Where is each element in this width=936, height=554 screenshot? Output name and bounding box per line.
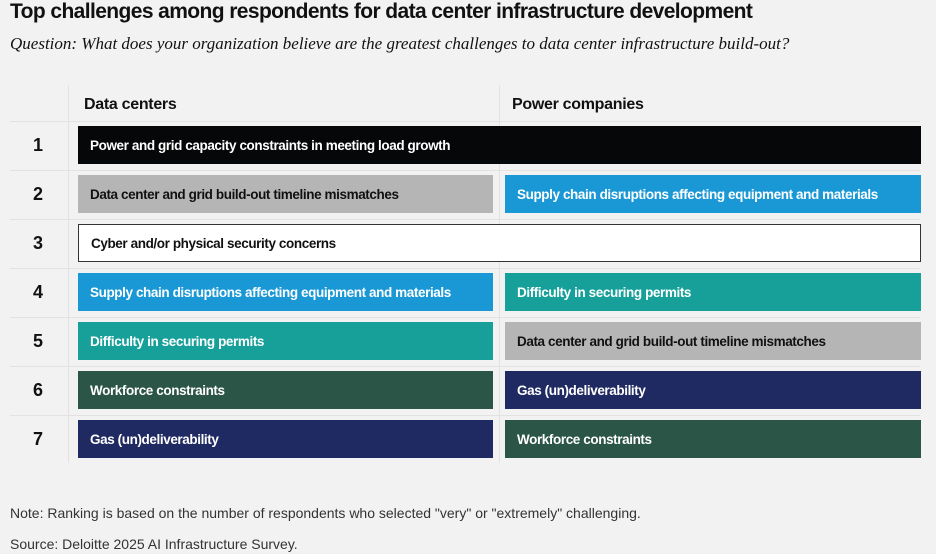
row-divider — [10, 170, 920, 171]
challenge-box-power-companies: Difficulty in securing permits — [505, 273, 921, 311]
challenge-box-power-companies: Workforce constraints — [505, 420, 921, 458]
column-header-power-companies: Power companies — [512, 96, 644, 113]
rank-number: 6 — [32, 380, 43, 400]
column-header-data-centers: Data centers — [84, 96, 177, 113]
rank-number: 4 — [32, 282, 43, 302]
row-divider — [10, 415, 920, 416]
source: Source: Deloitte 2025 AI Infrastructure … — [10, 536, 298, 552]
challenge-box-power-companies: Supply chain disruptions affecting equip… — [505, 175, 921, 213]
challenge-box-data-centers: Workforce constraints — [78, 371, 493, 409]
rank-number: 5 — [32, 331, 43, 351]
row-divider — [10, 366, 920, 367]
challenge-box-data-centers: Gas (un)deliverability — [78, 420, 493, 458]
question-text: Question: What does your organization be… — [10, 34, 790, 53]
challenge-box-power-companies: Data center and grid build-out timeline … — [505, 322, 921, 360]
row-divider — [10, 121, 920, 122]
divider — [499, 85, 500, 463]
challenge-box-data-centers: Difficulty in securing permits — [78, 322, 493, 360]
row-divider — [10, 268, 920, 269]
chart-title: Top challenges among respondents for dat… — [10, 0, 753, 23]
row-divider — [10, 219, 920, 220]
challenge-box-shared: Power and grid capacity constraints in m… — [78, 126, 921, 164]
row-divider — [10, 317, 920, 318]
rank-number: 1 — [32, 135, 43, 155]
challenge-box-data-centers: Supply chain disruptions affecting equip… — [78, 273, 493, 311]
challenge-box-power-companies: Gas (un)deliverability — [505, 371, 921, 409]
rank-number: 3 — [32, 233, 43, 253]
rank-number: 2 — [32, 184, 43, 204]
divider — [68, 85, 69, 463]
rank-number: 7 — [32, 429, 43, 449]
challenge-box-data-centers: Data center and grid build-out timeline … — [78, 175, 493, 213]
note: Note: Ranking is based on the number of … — [10, 505, 641, 521]
challenge-box-shared: Cyber and/or physical security concerns — [78, 224, 921, 262]
